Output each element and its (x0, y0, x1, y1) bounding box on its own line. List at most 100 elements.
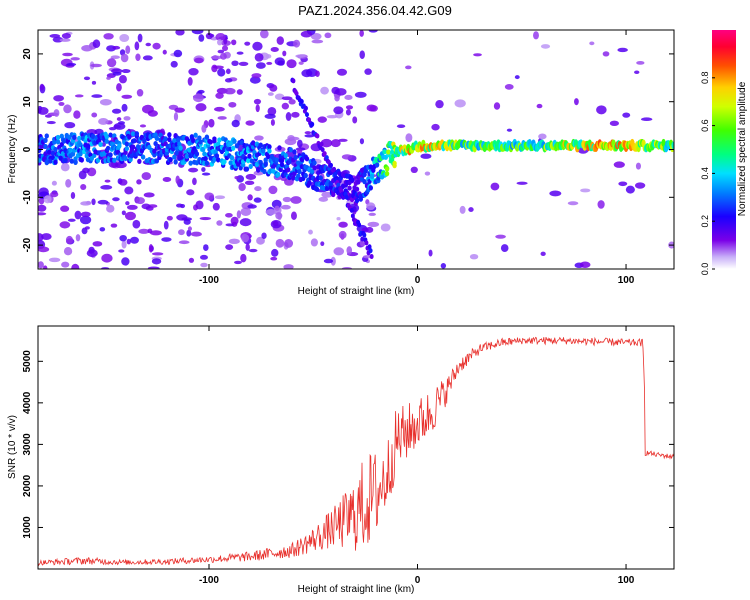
spectrogram-cell (516, 181, 528, 185)
spectrogram-ridge-cell (53, 159, 58, 165)
spectrogram-ridge-cell (90, 133, 96, 139)
spectrogram-branch-cell (319, 141, 324, 147)
spectrogram-cell (145, 42, 152, 47)
spectrogram-ridge-cell (392, 163, 397, 169)
spectrogram-cell (495, 234, 506, 239)
spectrogram-cell (254, 52, 264, 62)
spectrogram-cell (341, 154, 353, 160)
spectrogram-cell (124, 186, 134, 195)
spectrogram-branch-cell (328, 162, 333, 168)
spectrogram-cell (130, 236, 139, 244)
spectrogram-ridge-cell (212, 136, 217, 142)
spectrogram-cell (91, 112, 98, 118)
spectrogram-cell (368, 30, 378, 33)
spectrogram-ridge-cell (296, 173, 301, 179)
spectrogram-ridge-cell (292, 149, 297, 155)
spectrogram-cell (126, 204, 138, 210)
spectrogram-cell (459, 205, 466, 214)
spectrogram-cell (121, 94, 133, 99)
spectrogram-cell (301, 69, 313, 78)
colorbar-tick-label: 0.0 (700, 263, 710, 276)
spectrogram-cell (280, 177, 288, 182)
spectrogram-ridge-cell (204, 134, 210, 140)
snr-y-tick-label: 5000 (22, 350, 33, 373)
spectrogram-cell (259, 30, 269, 39)
spectrogram-branch-cell (294, 90, 299, 96)
spectrogram-cell (288, 99, 296, 105)
spectrogram-cell (81, 45, 93, 52)
spectrogram-cell (217, 39, 223, 46)
spectrogram-cell (65, 179, 72, 188)
colorbar-tick-label: 0.2 (700, 215, 710, 228)
spectrogram-cell (333, 106, 344, 115)
snr-x-tick-label: 0 (415, 575, 421, 586)
spectrogram-cell (162, 177, 172, 182)
spectrogram-cell (254, 186, 262, 192)
spectrogram-ridge-cell (307, 180, 312, 186)
spectrogram-cell (126, 238, 131, 245)
spectrogram-cell (271, 248, 279, 257)
spectrogram-cell (249, 76, 261, 84)
colorbar-label: Normalized spectral amplitude (737, 81, 748, 216)
spectrogram-ridge-cell (98, 141, 103, 148)
spectrogram-ridge-cell (154, 135, 160, 141)
spectrogram-cell (311, 39, 324, 44)
spectrogram-ridge-cell (140, 154, 146, 160)
spectrogram-cell (596, 105, 607, 115)
spectrogram-cell (50, 191, 59, 198)
spectrogram-cell (132, 219, 141, 229)
spectrogram-cell (265, 209, 277, 216)
spectrogram-cell (106, 76, 111, 80)
spectrogram-cell (80, 211, 91, 218)
spectrogram-cell (268, 185, 278, 195)
spectrogram-cell (205, 32, 213, 40)
spectrogram-cell (634, 182, 646, 189)
spectrogram-cell (138, 228, 150, 234)
spectrogram-ridge-cell (215, 141, 221, 147)
spectrogram-branch-cell (320, 147, 325, 153)
spectrogram-cell (331, 86, 340, 95)
spectrogram-cell (213, 106, 225, 112)
spectrogram-cell (63, 246, 73, 256)
spectrogram-cell (240, 253, 247, 263)
spectrogram-ridge-cell (55, 134, 61, 141)
snr-y-tick-label: 3000 (22, 433, 33, 456)
spectrogram-cell (281, 102, 289, 110)
spectrogram-ridge-cell (174, 150, 180, 156)
spectrogram-cell (201, 167, 206, 173)
spectrogram-cell (66, 62, 77, 66)
spectrogram-ridge-cell (217, 137, 222, 143)
spectrogram-cell (420, 153, 432, 159)
spectrogram-cell (536, 103, 543, 109)
spectrogram-cell (46, 121, 56, 125)
spectrogram-ridge-cell (215, 157, 221, 163)
spectrogram-cell (282, 196, 292, 203)
spectrogram-cell (234, 260, 242, 265)
snr-y-tick-label: 4000 (22, 391, 33, 414)
spectrogram-ridge-cell (261, 148, 266, 154)
spectrogram-ridge-cell (105, 145, 111, 151)
spectrogram-cell (613, 161, 625, 168)
spectrogram-cell (500, 244, 509, 253)
spectrogram-cell (49, 33, 61, 38)
spectrogram-cell (618, 181, 628, 187)
spectrogram-cell (323, 258, 334, 264)
spectrogram-ridge-cell (163, 136, 168, 142)
spectrogram-cell (238, 61, 249, 66)
spectrogram-cell (245, 120, 255, 126)
colorbar-ticks: 0.0 0.2 0.4 0.6 0.8 (700, 72, 715, 276)
spectrogram-cell (506, 128, 513, 132)
spectrogram-cell (222, 45, 229, 52)
spectrogram-branch-cell (332, 166, 337, 172)
colorbar-tick-label: 0.8 (700, 72, 710, 85)
spectrogram-cell (490, 182, 500, 191)
spectrogram-cell (236, 51, 244, 55)
spectrogram-ridge-cell (173, 159, 178, 165)
spectrogram-ridge-cell (384, 171, 390, 177)
spectrogram-cell (276, 36, 284, 45)
spectrogram-ridge-cell (168, 157, 173, 163)
spectrogram-ridge-cell (172, 137, 177, 143)
spectrogram-cell (298, 61, 304, 65)
spectrogram-cell (195, 200, 204, 210)
spectrogram-cell (203, 244, 209, 251)
